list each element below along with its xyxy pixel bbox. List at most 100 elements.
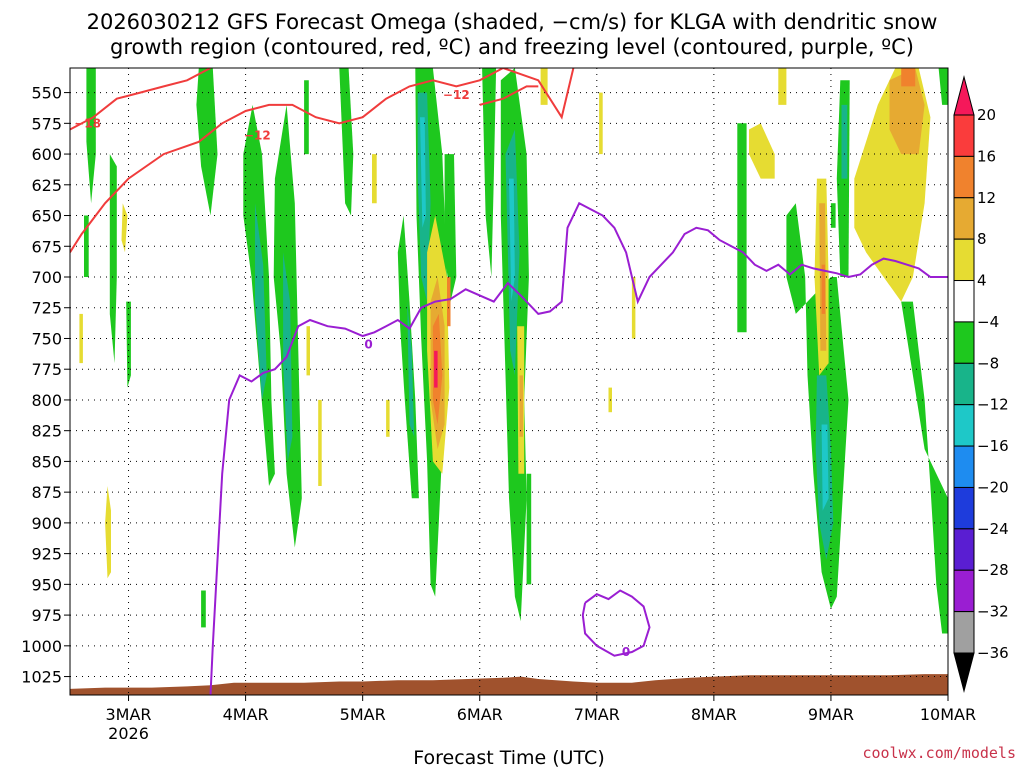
y-tick-label: 750: [31, 329, 62, 348]
colorbar-label: 4: [977, 272, 987, 290]
omega-region-12: [283, 252, 293, 462]
y-tick-label: 725: [31, 299, 62, 318]
omega-region-2: [121, 203, 128, 253]
colorbar-label: 12: [977, 189, 996, 207]
omega-region-23: [420, 117, 426, 228]
omega-region-35: [519, 375, 523, 437]
omega-region-36: [526, 473, 532, 585]
colorbar-segment: [953, 569, 975, 613]
omega-region-37: [540, 68, 548, 105]
omega-region-29: [447, 277, 451, 327]
colorbar-label: −24: [977, 520, 1009, 538]
y-tick-label: 775: [31, 360, 62, 379]
y-tick-label: 900: [31, 514, 62, 533]
omega-region-57: [830, 203, 836, 228]
plot-frame: [69, 67, 949, 696]
omega-region-38: [599, 92, 603, 155]
colorbar-label: −32: [977, 603, 1009, 621]
omega-region-15: [306, 326, 310, 376]
colorbar-label: −12: [977, 396, 1009, 414]
colorbar-top-arrow: [953, 75, 975, 116]
credit-text: coolwx.com/models: [862, 744, 1016, 762]
y-tick-label: 600: [31, 145, 62, 164]
colorbar-label: −28: [977, 561, 1009, 579]
dgz-contour-label-2: −12: [443, 88, 470, 102]
omega-shading-layer: [79, 68, 948, 634]
omega-region-16: [339, 68, 354, 216]
contour-layer: −18 −12 −12 0 0: [70, 68, 948, 695]
x-axis-label: Forecast Time (UTC): [413, 747, 604, 768]
freezing-contour-line-1: [581, 589, 651, 657]
dgz-contour-line-0: [70, 68, 211, 131]
y-axis-ticks: 550 575 600 625 650 675 700 725 750 775 800 825 850 8…: [21, 84, 70, 687]
omega-region-39: [631, 277, 636, 339]
y-tick-label: 800: [31, 391, 62, 410]
colorbar-segment: [953, 445, 975, 488]
y-tick-label: 950: [31, 575, 62, 594]
dgz-contour-line-1: [70, 68, 575, 253]
x-tick-label: 9MAR: [808, 705, 854, 724]
y-tick-label: 875: [31, 483, 62, 502]
y-tick-label: 850: [31, 452, 62, 471]
colorbar-label: −4: [977, 313, 999, 331]
freezing-contour-label-0: 0: [364, 338, 372, 352]
y-tick-label: 825: [31, 422, 62, 441]
colorbar-segment: [953, 155, 975, 199]
colorbar-segment: [953, 321, 975, 364]
omega-region-8: [201, 590, 206, 628]
omega-region-54: [901, 68, 916, 87]
omega-region-18: [386, 399, 390, 437]
omega-region-41: [737, 123, 747, 333]
x-tick-label: 6MAR: [457, 705, 503, 724]
colorbar-segment: [953, 528, 975, 571]
colorbar-bottom-arrow: [953, 652, 975, 693]
omega-region-4: [109, 154, 117, 364]
omega-region-20: [407, 301, 415, 437]
omega-region-14: [318, 399, 322, 486]
omega-region-28: [444, 154, 457, 302]
omega-region-55: [901, 301, 948, 634]
y-tick-label: 650: [31, 207, 62, 226]
omega-region-56: [938, 68, 948, 105]
y-tick-label: 925: [31, 545, 62, 564]
colorbar-segment: [953, 114, 975, 157]
terrain-layer: [70, 674, 948, 695]
colorbar-segment: [953, 404, 975, 447]
omega-region-33: [509, 178, 515, 302]
colorbar-label: −8: [977, 354, 999, 372]
colorbar-label: −36: [977, 644, 1009, 662]
omega-region-43: [778, 68, 787, 105]
omega-region-10: [255, 203, 267, 400]
colorbar-label: 16: [977, 147, 996, 165]
dgz-contour-label-0: −18: [74, 116, 101, 130]
colorbar-segment: [953, 486, 975, 530]
x-tick-label: 4MAR: [223, 705, 269, 724]
omega-region-7: [196, 68, 218, 216]
x-tick-label: 3MAR: [106, 705, 152, 724]
y-tick-label: 1000: [21, 637, 62, 656]
x-tick-year-label: 2026: [108, 724, 149, 743]
freezing-contour-line-0: [209, 201, 948, 695]
freezing-contour-label-1: 0: [622, 645, 630, 659]
chart-title-line-2: growth region (contoured, red, ºC) and f…: [110, 35, 914, 59]
omega-region-30: [482, 68, 497, 277]
omega-region-46: [821, 424, 829, 511]
chart-title-line-1: 2026030212 GFS Forecast Omega (shaded, −…: [87, 10, 938, 34]
x-tick-label: 7MAR: [574, 705, 620, 724]
y-tick-label: 550: [31, 84, 62, 103]
y-tick-label: 675: [31, 237, 62, 256]
x-tick-label: 8MAR: [691, 705, 737, 724]
omega-region-27: [434, 350, 438, 388]
x-tick-label: 10MAR: [920, 705, 976, 724]
colorbar: 20 16 12 8 4 −4 −8 −12 −16 −20 −24 −28 −32 −36: [953, 75, 1009, 693]
y-tick-label: 1025: [21, 668, 62, 687]
y-tick-label: 975: [31, 606, 62, 625]
omega-region-42: [749, 123, 775, 179]
colorbar-segment: [953, 238, 975, 282]
colorbar-label: −20: [977, 478, 1009, 496]
y-tick-label: 575: [31, 114, 62, 133]
omega-region-0: [105, 486, 111, 579]
omega-region-3: [86, 68, 96, 204]
omega-region-53: [889, 68, 925, 155]
